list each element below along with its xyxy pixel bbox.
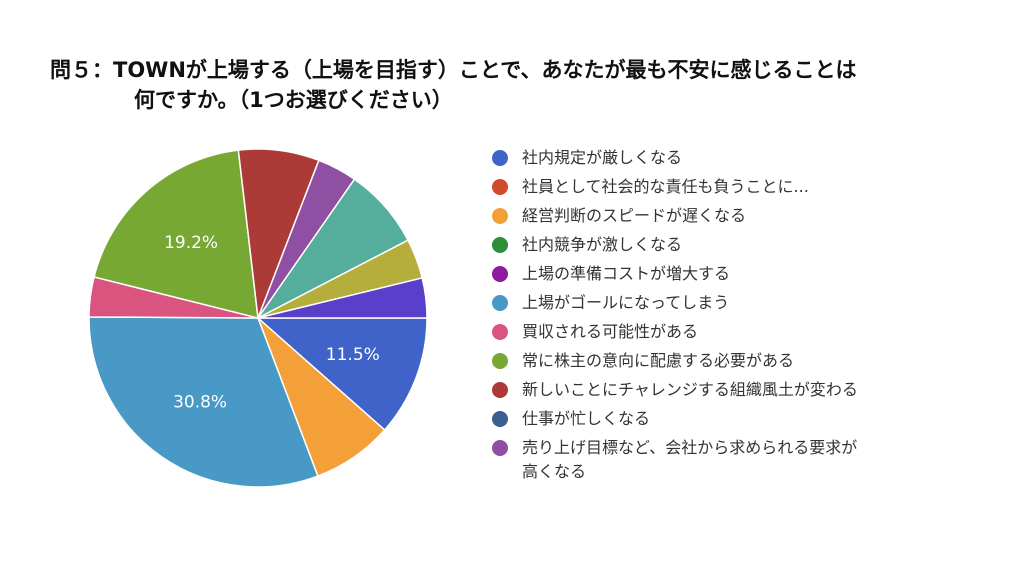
legend-label: 社員として社会的な責任も負うことに...: [522, 177, 809, 196]
legend-swatch-icon: [492, 411, 508, 427]
legend-label: 買収される可能性がある: [522, 322, 699, 341]
legend-label: 経営判断のスピードが遅くなる: [522, 206, 747, 225]
pie-slices: [88, 148, 428, 488]
legend-label: 上場の準備コストが増大する: [522, 264, 731, 283]
legend-label: 上場がゴールになってしまう: [522, 293, 730, 312]
legend-swatch-icon: [492, 150, 508, 166]
legend-label: 売り上げ目標など、会社から求められる要求が高くなる: [522, 438, 858, 481]
legend-swatch-icon: [492, 440, 508, 456]
pie-data-labels: 11.5% 30.8% 19.2%: [164, 233, 380, 412]
legend-label: 仕事が忙しくなる: [522, 409, 651, 428]
legend-item[interactable]: 新しいことにチャレンジする組織風土が変わる: [492, 378, 862, 402]
legend-item[interactable]: 社内競争が激しくなる: [492, 233, 862, 257]
legend-label: 新しいことにチャレンジする組織風土が変わる: [522, 380, 858, 399]
legend-label: 社内規定が厳しくなる: [522, 148, 683, 167]
chart-title-line-1: 問５：TOWNが上場する（上場を目指す）ことで、あなたが最も不安に感じることは: [50, 58, 857, 82]
legend-item[interactable]: 仕事が忙しくなる: [492, 407, 862, 431]
legend-swatch-icon: [492, 382, 508, 398]
legend-item[interactable]: 買収される可能性がある: [492, 320, 862, 344]
pie-slice[interactable]: [88, 316, 319, 488]
pie-data-label: 19.2%: [164, 233, 218, 253]
legend-swatch-icon: [492, 295, 508, 311]
legend-item[interactable]: 売り上げ目標など、会社から求められる要求が高くなる: [492, 436, 862, 484]
legend-item[interactable]: 経営判断のスピードが遅くなる: [492, 204, 862, 228]
legend-item[interactable]: 社員として社会的な責任も負うことに...: [492, 175, 862, 199]
chart-legend: 社内規定が厳しくなる 社員として社会的な責任も負うことに... 経営判断のスピー…: [492, 146, 862, 489]
legend-label: 常に株主の意向に配慮する必要がある: [522, 351, 795, 370]
chart-title: 問５：TOWNが上場する（上場を目指す）ことで、あなたが最も不安に感じることは …: [50, 55, 990, 115]
legend-swatch-icon: [492, 237, 508, 253]
legend-swatch-icon: [492, 208, 508, 224]
legend-item[interactable]: 社内規定が厳しくなる: [492, 146, 862, 170]
pie-data-label: 30.8%: [173, 392, 227, 412]
legend-label: 社内競争が激しくなる: [522, 235, 683, 254]
legend-swatch-icon: [492, 179, 508, 195]
legend-item[interactable]: 常に株主の意向に配慮する必要がある: [492, 349, 862, 373]
legend-item[interactable]: 上場がゴールになってしまう: [492, 291, 862, 315]
pie-data-label: 11.5%: [326, 345, 380, 365]
legend-swatch-icon: [492, 353, 508, 369]
legend-swatch-icon: [492, 324, 508, 340]
legend-swatch-icon: [492, 266, 508, 282]
pie-slice[interactable]: [256, 317, 428, 432]
pie-slice[interactable]: [257, 277, 428, 319]
pie-slice[interactable]: [93, 149, 259, 319]
chart-title-line-2: 何ですか。（1つお選びください）: [134, 88, 453, 112]
legend-item[interactable]: 上場の準備コストが増大する: [492, 262, 862, 286]
